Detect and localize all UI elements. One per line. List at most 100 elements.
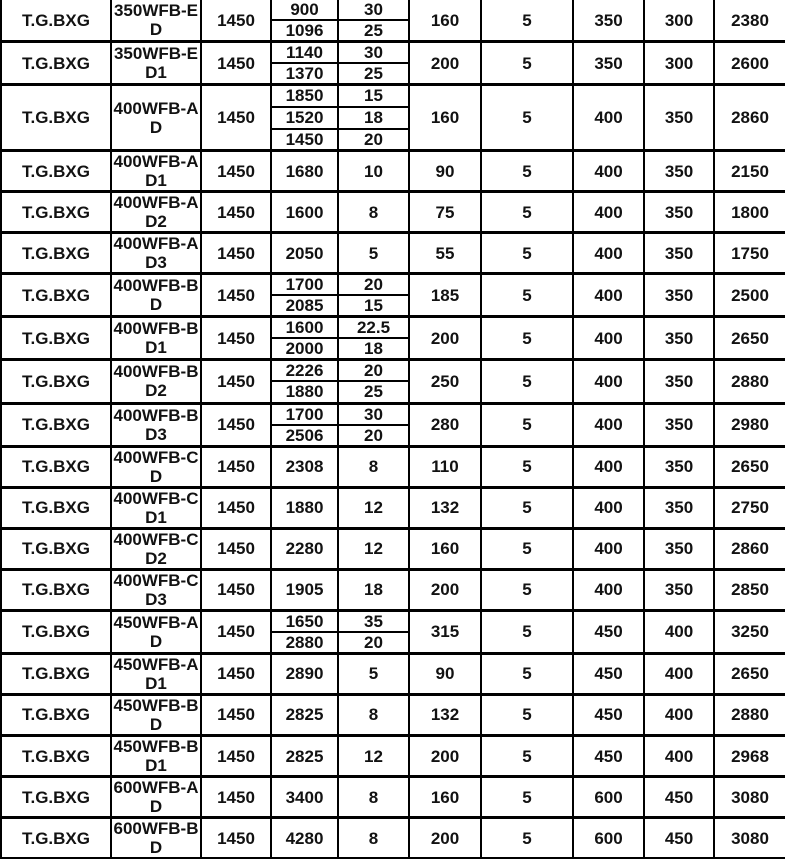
cell-model: 400WFB-BD3 bbox=[110, 401, 202, 448]
table-row: T.G.BXG 450WFB-BD 1450 2825 8 132 5 450 400 2880 bbox=[0, 692, 785, 737]
cell-flow: 2880 bbox=[270, 630, 339, 655]
cell-col9: 350 bbox=[643, 526, 715, 571]
cell-col8: 450 bbox=[572, 692, 645, 737]
cell-flow: 2308 bbox=[270, 444, 339, 489]
cell-head: 20 bbox=[337, 272, 410, 297]
cell-col6: 280 bbox=[408, 401, 482, 448]
cell-model: 400WFB-CD2 bbox=[110, 526, 202, 571]
cell-model: 600WFB-BD bbox=[110, 816, 202, 859]
cell-head: 10 bbox=[337, 149, 410, 193]
cell-series: T.G.BXG bbox=[0, 485, 112, 530]
cell-flow: 2050 bbox=[270, 231, 339, 275]
cell-col10: 2650 bbox=[713, 651, 785, 696]
cell-head: 20 bbox=[337, 630, 410, 655]
cell-col8: 450 bbox=[572, 651, 645, 696]
cell-col6: 132 bbox=[408, 692, 482, 737]
cell-model: 450WFB-BD bbox=[110, 692, 202, 737]
cell-col9: 400 bbox=[643, 733, 715, 778]
table-row: T.G.BXG 450WFB-AD 1450 1650 35 315 5 450 400 3250 bbox=[0, 608, 785, 655]
cell-head: 8 bbox=[337, 775, 410, 819]
cell-model: 400WFB-BD bbox=[110, 272, 202, 318]
cell-speed: 1450 bbox=[200, 608, 272, 655]
cell-head: 8 bbox=[337, 444, 410, 489]
cell-col9: 450 bbox=[643, 775, 715, 819]
cell-col7: 5 bbox=[480, 190, 574, 234]
cell-flow: 1450 bbox=[270, 127, 339, 152]
cell-flow: 2280 bbox=[270, 526, 339, 571]
cell-series: T.G.BXG bbox=[0, 816, 112, 859]
cell-head: 22.5 bbox=[337, 315, 410, 340]
cell-col7: 5 bbox=[480, 358, 574, 405]
cell-col8: 400 bbox=[572, 231, 645, 275]
cell-series: T.G.BXG bbox=[0, 567, 112, 612]
cell-col6: 160 bbox=[408, 775, 482, 819]
table-row: T.G.BXG 400WFB-AD3 1450 2050 5 55 5 400 350 1750 bbox=[0, 231, 785, 275]
cell-col10: 2750 bbox=[713, 485, 785, 530]
table-row: T.G.BXG 450WFB-BD1 1450 2825 12 200 5 450 400 296… bbox=[0, 733, 785, 778]
cell-model: 400WFB-BD2 bbox=[110, 358, 202, 405]
cell-speed: 1450 bbox=[200, 733, 272, 778]
cell-flow: 1096 bbox=[270, 19, 339, 43]
cell-series: T.G.BXG bbox=[0, 733, 112, 778]
cell-col10: 3080 bbox=[713, 816, 785, 859]
cell-col9: 300 bbox=[643, 0, 715, 43]
cell-col10: 2600 bbox=[713, 40, 785, 86]
cell-head: 8 bbox=[337, 816, 410, 859]
table-row: 1450 20 bbox=[1, 127, 785, 152]
cell-col6: 90 bbox=[408, 149, 482, 193]
cell-head: 30 bbox=[337, 0, 410, 22]
cell-col8: 400 bbox=[572, 149, 645, 193]
cell-model: 400WFB-AD bbox=[110, 83, 202, 152]
table-row: T.G.BXG 350WFB-ED1 1450 1140 30 200 5 350 300 260… bbox=[0, 40, 785, 86]
cell-speed: 1450 bbox=[200, 315, 272, 361]
cell-speed: 1450 bbox=[200, 83, 272, 152]
cell-col7: 5 bbox=[480, 608, 574, 655]
cell-series: T.G.BXG bbox=[0, 190, 112, 234]
cell-flow: 4280 bbox=[270, 816, 339, 859]
cell-speed: 1450 bbox=[200, 149, 272, 193]
cell-speed: 1450 bbox=[200, 651, 272, 696]
cell-col7: 5 bbox=[480, 272, 574, 318]
cell-head: 20 bbox=[337, 127, 410, 152]
cell-col8: 400 bbox=[572, 567, 645, 612]
cell-flow: 1650 bbox=[270, 608, 339, 633]
cell-flow: 1370 bbox=[270, 62, 339, 86]
cell-speed: 1450 bbox=[200, 816, 272, 859]
cell-col9: 350 bbox=[643, 190, 715, 234]
cell-col7: 5 bbox=[480, 401, 574, 448]
table-row: T.G.BXG 450WFB-AD1 1450 2890 5 90 5 450 400 2650 bbox=[0, 651, 785, 696]
cell-col8: 400 bbox=[572, 401, 645, 448]
cell-series: T.G.BXG bbox=[0, 40, 112, 86]
cell-col6: 90 bbox=[408, 651, 482, 696]
cell-series: T.G.BXG bbox=[0, 692, 112, 737]
cell-col8: 400 bbox=[572, 444, 645, 489]
cell-head: 20 bbox=[337, 423, 410, 448]
cell-flow: 3400 bbox=[270, 775, 339, 819]
table-row: T.G.BXG 400WFB-CD2 1450 2280 12 160 5 400 350 286… bbox=[0, 526, 785, 571]
cell-flow: 1850 bbox=[270, 83, 339, 108]
cell-col8: 350 bbox=[572, 0, 645, 43]
cell-model: 450WFB-AD1 bbox=[110, 651, 202, 696]
cell-col7: 5 bbox=[480, 733, 574, 778]
cell-flow: 2000 bbox=[270, 337, 339, 361]
cell-speed: 1450 bbox=[200, 40, 272, 86]
cell-col9: 350 bbox=[643, 231, 715, 275]
cell-flow: 1680 bbox=[270, 149, 339, 193]
cell-col10: 2880 bbox=[713, 692, 785, 737]
cell-col7: 5 bbox=[480, 149, 574, 193]
cell-col9: 350 bbox=[643, 358, 715, 405]
cell-head: 12 bbox=[337, 733, 410, 778]
cell-model: 400WFB-CD bbox=[110, 444, 202, 489]
cell-head: 30 bbox=[337, 40, 410, 65]
cell-col6: 160 bbox=[408, 83, 482, 152]
cell-col10: 2860 bbox=[713, 83, 785, 152]
cell-col10: 2500 bbox=[713, 272, 785, 318]
cell-series: T.G.BXG bbox=[0, 526, 112, 571]
cell-head: 8 bbox=[337, 692, 410, 737]
cell-col6: 200 bbox=[408, 733, 482, 778]
cell-col9: 300 bbox=[643, 40, 715, 86]
cell-col6: 200 bbox=[408, 567, 482, 612]
cell-model: 600WFB-AD bbox=[110, 775, 202, 819]
cell-col10: 2980 bbox=[713, 401, 785, 448]
cell-head: 8 bbox=[337, 190, 410, 234]
